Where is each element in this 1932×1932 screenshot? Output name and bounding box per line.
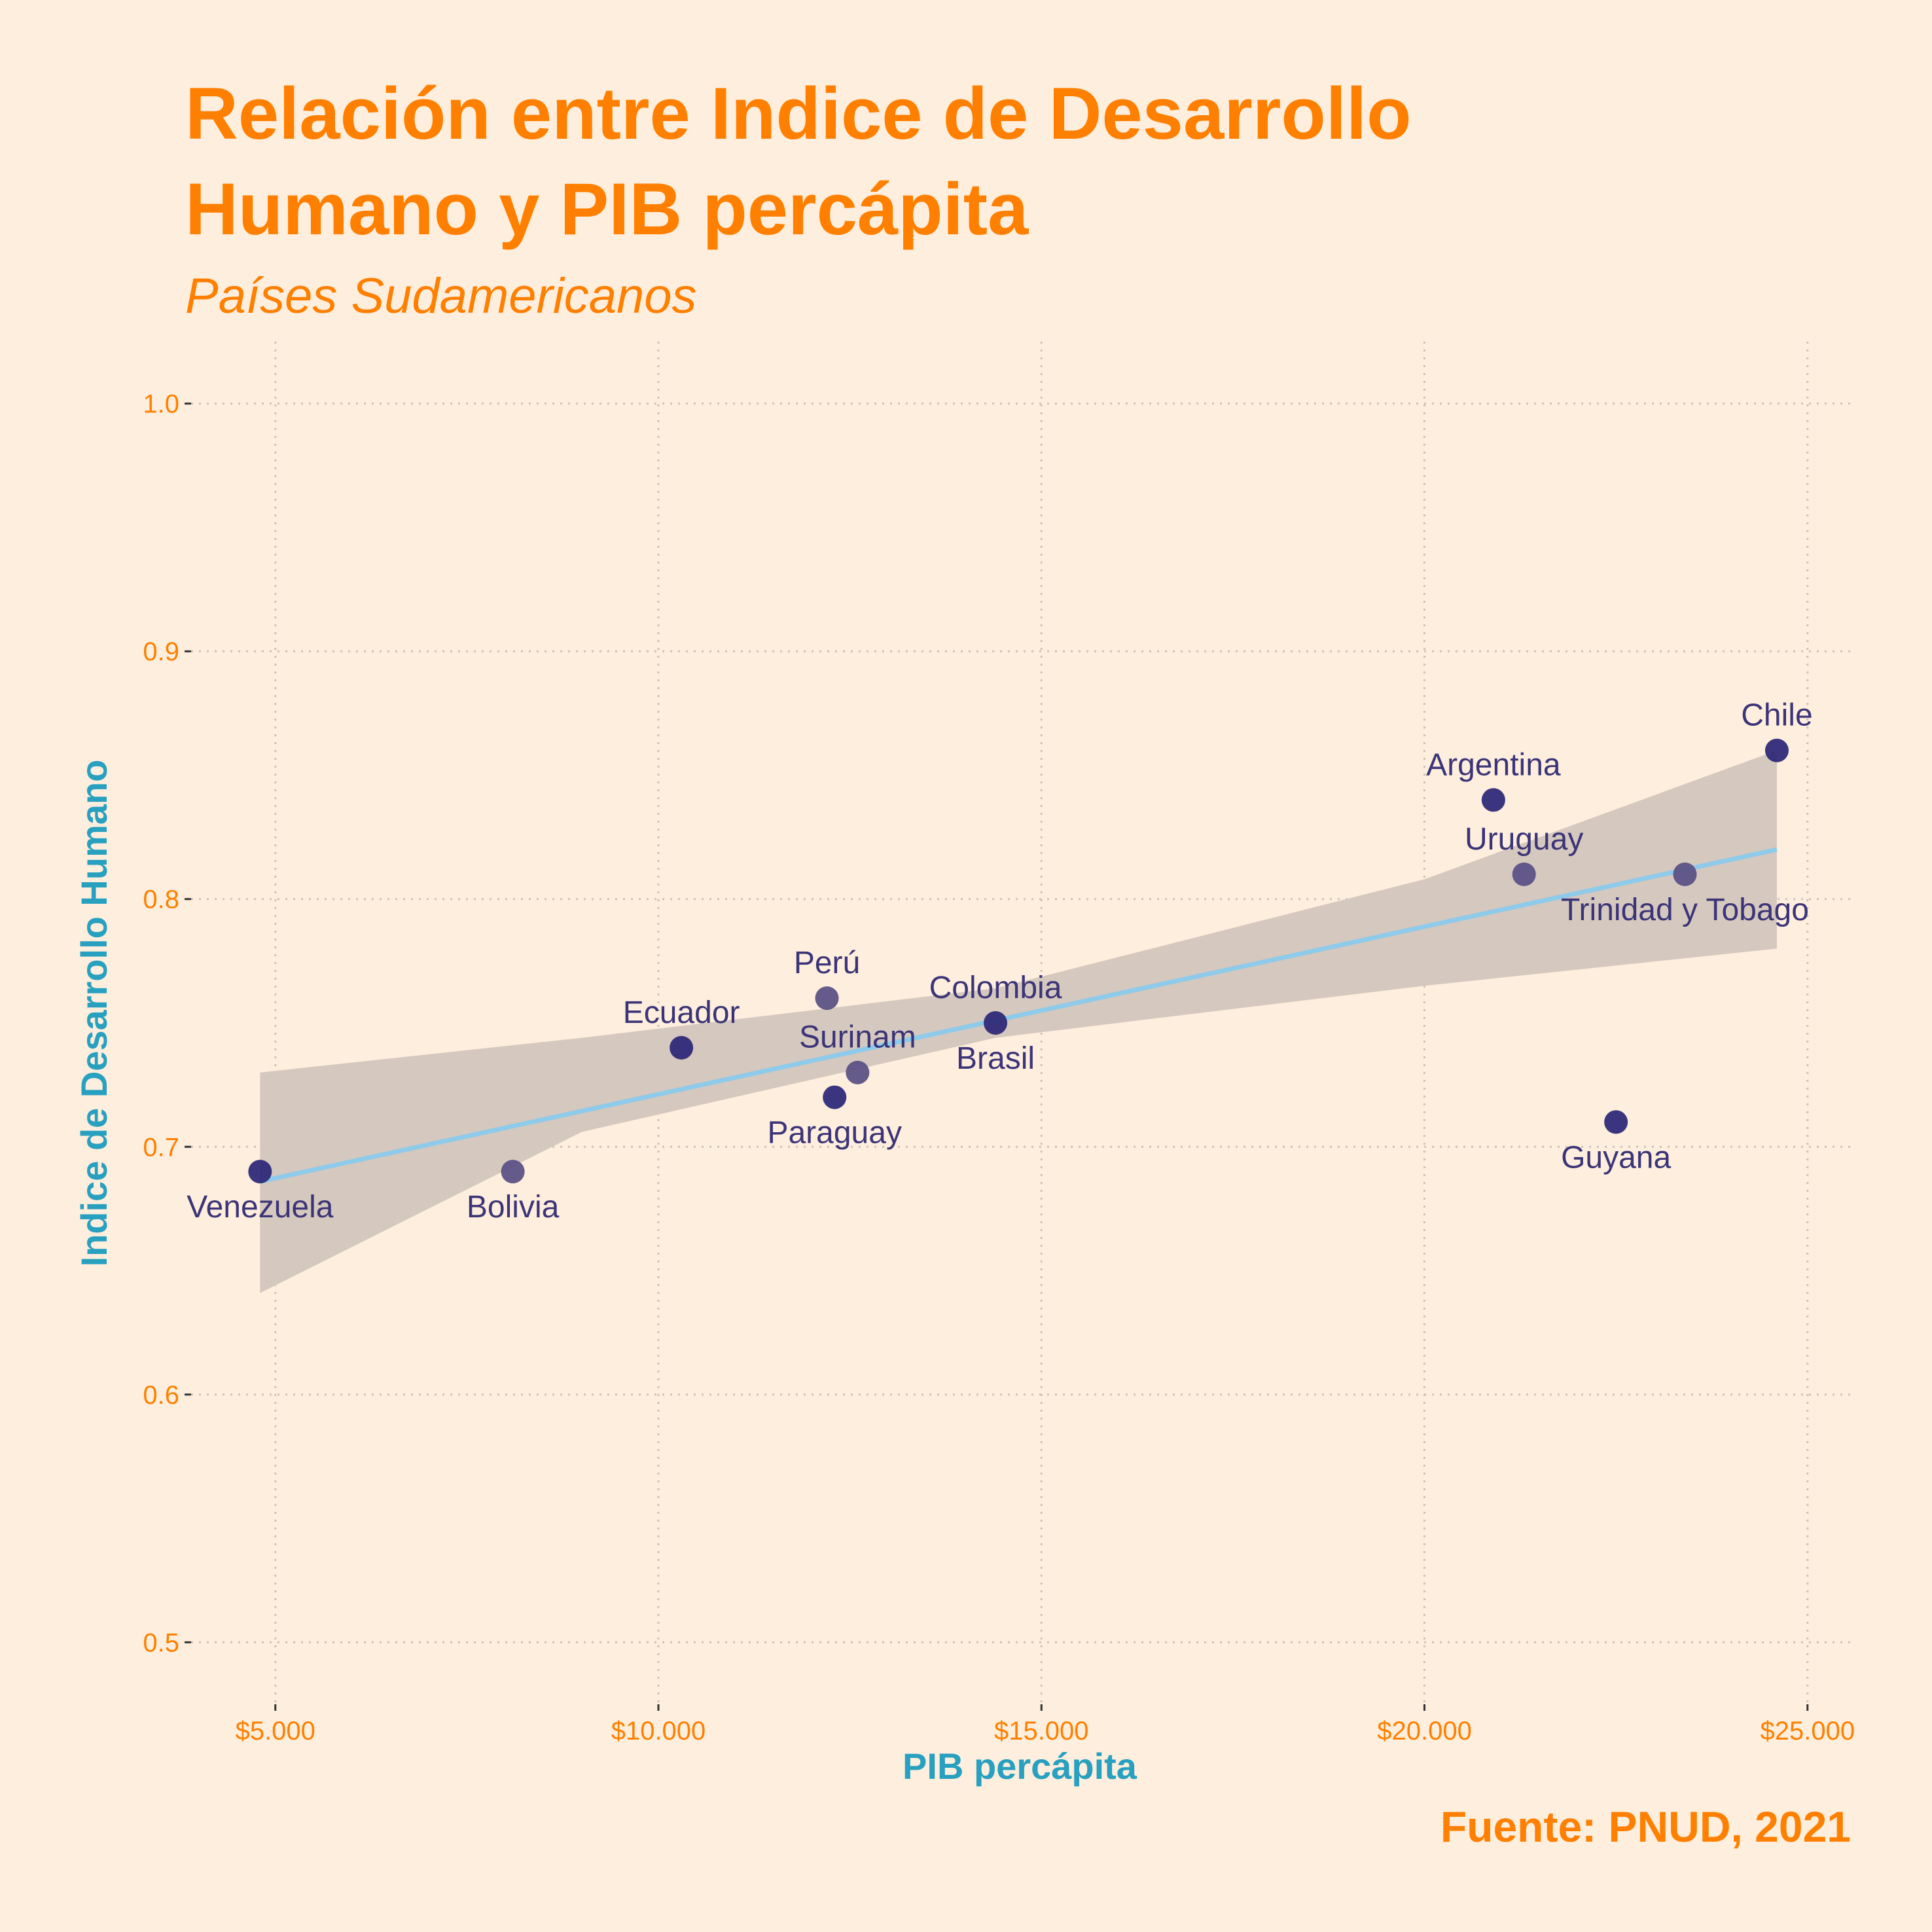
point-label: Ecuador	[623, 995, 740, 1030]
point-labels: Venezuela Bolivia Ecuador Perú Paraguay Surin…	[187, 698, 1812, 1225]
point-label: Paraguay	[767, 1116, 901, 1151]
point-label: Perú	[794, 946, 860, 980]
data-point	[1481, 788, 1505, 812]
data-points	[248, 738, 1789, 1184]
y-axis-ticks: 0.5 0.6 0.7 0.8 0.9 1.0	[143, 390, 191, 1657]
chart-title-line-2: Humano y PIB percápita	[185, 168, 1029, 250]
data-point	[248, 1160, 272, 1184]
data-point	[823, 1085, 847, 1109]
x-tick-label: $25.000	[1760, 1717, 1855, 1745]
x-tick-label: $5.000	[236, 1717, 315, 1745]
y-tick-label: 0.9	[143, 637, 179, 666]
confidence-band	[260, 750, 1777, 1293]
chart-subtitle: Países Sudamericanos	[185, 268, 697, 324]
data-point	[1604, 1110, 1628, 1134]
chart-title-line-1: Relación entre Indice de Desarrollo	[185, 73, 1411, 154]
point-label: Uruguay	[1465, 822, 1583, 857]
x-tick-label: $10.000	[611, 1717, 706, 1745]
y-tick-label: 0.7	[143, 1133, 179, 1162]
point-label: Colombia	[929, 971, 1062, 1005]
x-tick-label: $15.000	[994, 1717, 1089, 1745]
point-label: Trinidad y Tobago	[1561, 893, 1809, 927]
data-point	[846, 1060, 870, 1084]
y-tick-label: 0.6	[143, 1381, 179, 1410]
point-label: Venezuela	[187, 1190, 334, 1225]
x-tick-label: $20.000	[1377, 1717, 1472, 1745]
point-label: Bolivia	[467, 1190, 560, 1225]
data-point	[1764, 738, 1789, 762]
confidence-band-group	[260, 750, 1777, 1293]
y-tick-label: 0.5	[143, 1628, 179, 1657]
point-label: Guyana	[1561, 1140, 1671, 1175]
data-point	[815, 986, 839, 1011]
point-label: Surinam	[799, 1020, 916, 1055]
data-point	[984, 1011, 1008, 1035]
point-label: Brasil	[956, 1041, 1035, 1076]
x-axis-ticks: $5.000 $10.000 $15.000 $20.000 $25.000	[236, 1704, 1855, 1745]
trend-line	[259, 847, 1778, 1184]
data-point	[670, 1035, 694, 1060]
chart-caption: Fuente: PNUD, 2021	[1440, 1802, 1851, 1851]
data-point	[501, 1160, 525, 1184]
data-point	[1512, 862, 1536, 886]
data-point	[1673, 862, 1697, 886]
trend-line-group	[259, 847, 1778, 1184]
y-tick-label: 0.8	[143, 885, 179, 914]
point-label: Chile	[1741, 698, 1812, 733]
y-axis-title: Indice de Desarrollo Humano	[73, 760, 115, 1267]
point-label: Argentina	[1426, 747, 1561, 782]
x-axis-title: PIB percápita	[903, 1745, 1137, 1787]
y-tick-label: 1.0	[143, 390, 179, 419]
